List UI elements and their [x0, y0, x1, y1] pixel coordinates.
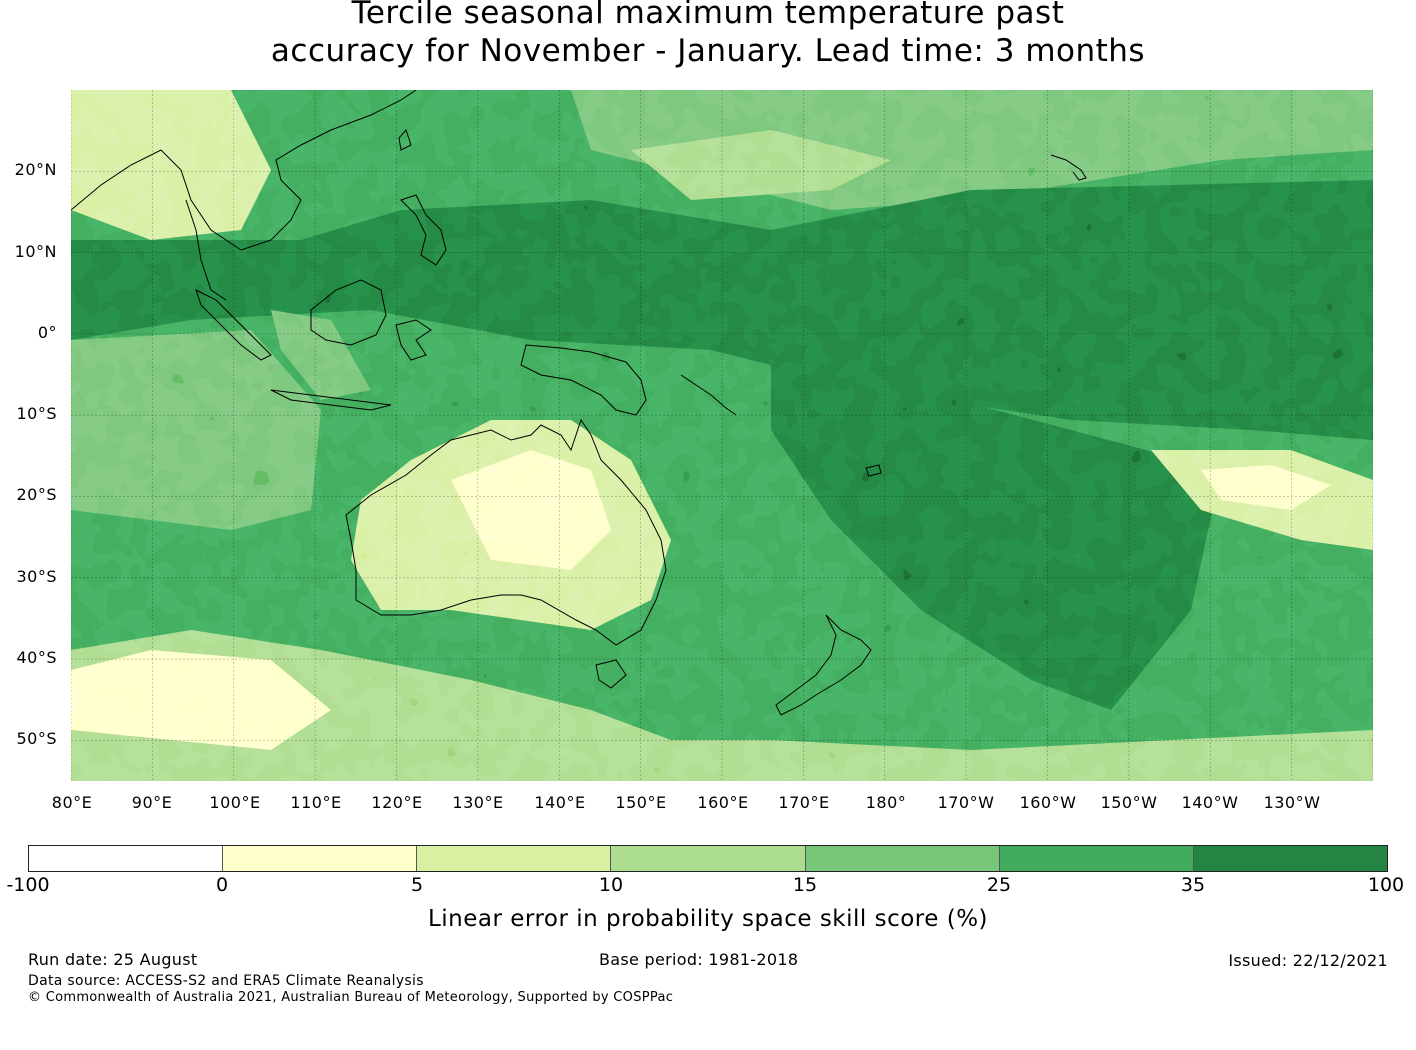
colorbar-segment-3 [611, 846, 806, 871]
colorbar-tick-2: 5 [410, 874, 424, 896]
lon-label-90e: 90°E [131, 793, 173, 812]
texture-overlay [71, 90, 1373, 781]
map-svg [71, 90, 1373, 781]
lon-label-170e: 170°E [778, 793, 830, 812]
lon-label-160w: 160°W [1019, 793, 1077, 812]
lat-label-40s: 40°S [16, 648, 57, 667]
copyright: © Commonwealth of Australia 2021, Austra… [28, 990, 674, 1005]
lon-label-100e: 100°E [209, 793, 261, 812]
coastline-australia [345, 418, 667, 646]
lon-label-110e: 110°E [290, 793, 342, 812]
base-period: Base period: 1981-2018 [599, 950, 799, 969]
coastline-asia-mainland [71, 90, 417, 251]
lat-label-0: 0° [37, 323, 57, 342]
colorbar-tick-7: 100 [1367, 874, 1405, 896]
coastline-new-guinea [520, 344, 647, 416]
colorbar [28, 845, 1388, 872]
coastline-tasmania [595, 659, 627, 689]
run-date: Run date: 25 August [28, 950, 198, 969]
lat-label-20n: 20°N [14, 160, 57, 179]
colorbar-label: Linear error in probability space skill … [427, 906, 989, 932]
coastline-hawaii [1050, 154, 1087, 181]
lon-label-160e: 160°E [697, 793, 749, 812]
colorbar-tick-3: 10 [598, 874, 624, 896]
colorbar-segment-6 [1193, 846, 1387, 871]
lon-label-140w: 140°W [1181, 793, 1239, 812]
map-title: Tercile seasonal maximum temperature pas… [0, 0, 1416, 70]
lat-label-10s: 10°S [16, 404, 57, 423]
skill-score-map [71, 90, 1373, 781]
coastline-philippines [400, 194, 447, 266]
lat-label-50s: 50°S [16, 729, 57, 748]
coastline-borneo [310, 279, 387, 346]
lat-label-10n: 10°N [14, 242, 57, 261]
lon-label-80e: 80°E [51, 793, 93, 812]
colorbar-tick-1: 0 [215, 874, 229, 896]
title-line-1: Tercile seasonal maximum temperature pas… [351, 0, 1065, 31]
colorbar-tick-6: 35 [1180, 874, 1206, 896]
colorbar-segment-5 [999, 846, 1194, 871]
lon-label-130w: 130°W [1263, 793, 1321, 812]
lon-label-170w: 170°W [937, 793, 995, 812]
coastline-fiji [865, 464, 882, 477]
coastline-new-zealand [775, 614, 872, 716]
data-source: Data source: ACCESS-S2 and ERA5 Climate … [28, 973, 424, 989]
lon-label-120e: 120°E [371, 793, 423, 812]
coastlines [71, 90, 1087, 716]
coastline-taiwan [398, 129, 412, 151]
colorbar-tick-4: 15 [792, 874, 818, 896]
coastline-java [270, 389, 392, 411]
issued-date: Issued: 22/12/2021 [1228, 951, 1388, 970]
graticule [71, 90, 1373, 781]
coastline-sumatra [195, 289, 272, 361]
lon-label-150w: 150°W [1100, 793, 1158, 812]
lat-label-30s: 30°S [16, 567, 57, 586]
lon-label-140e: 140°E [534, 793, 586, 812]
coastline-solomon-islands [680, 374, 737, 416]
coastline-sulawesi [395, 319, 432, 361]
colorbar-tick-0: -100 [6, 874, 50, 896]
title-line-2: accuracy for November - January. Lead ti… [270, 33, 1146, 69]
lat-label-20s: 20°S [16, 485, 57, 504]
colorbar-segment-1 [223, 846, 418, 871]
lon-label-130e: 130°E [452, 793, 504, 812]
lon-label-180: 180° [865, 793, 907, 812]
colorbar-segment-0 [29, 846, 224, 871]
colorbar-tick-5: 25 [986, 874, 1012, 896]
colorbar-segment-2 [417, 846, 612, 871]
lon-label-150e: 150°E [615, 793, 667, 812]
coastline-malay-peninsula [185, 199, 227, 301]
colorbar-segment-4 [805, 846, 1000, 871]
